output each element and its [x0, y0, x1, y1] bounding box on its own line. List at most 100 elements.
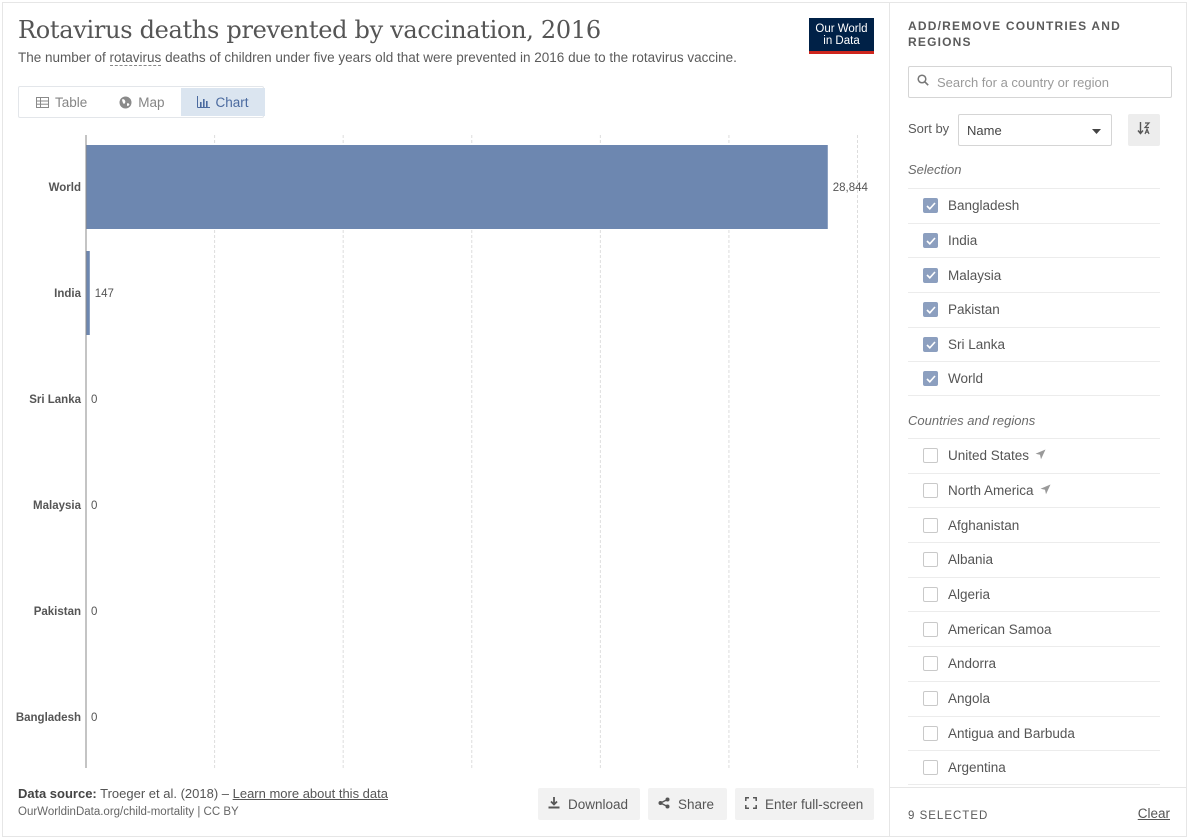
country-item-label: Andorra: [948, 656, 997, 672]
download-label: Download: [568, 796, 629, 812]
country-item[interactable]: Algeria: [908, 576, 1160, 612]
search-icon: [917, 73, 929, 91]
country-item-label: Albania: [948, 552, 994, 568]
rotavirus-definition-link[interactable]: rotavirus: [109, 50, 162, 66]
data-source-text: Troeger et al. (2018) –: [96, 786, 233, 801]
owid-logo[interactable]: Our World in Data: [809, 18, 874, 54]
checkbox[interactable]: [923, 483, 938, 499]
checkbox[interactable]: [923, 552, 938, 568]
country-item[interactable]: Albania: [908, 542, 1160, 577]
sort-select-value: Name: [967, 122, 1002, 138]
tab-table[interactable]: Table: [20, 88, 103, 116]
selection-item-label: Malaysia: [948, 267, 1002, 283]
checked-checkbox[interactable]: [923, 302, 938, 318]
sort-order-icon: [1137, 121, 1151, 140]
sidebar-footer: 9 SELECTED Clear: [890, 787, 1187, 837]
selection-item[interactable]: India: [908, 222, 1160, 258]
checkbox[interactable]: [923, 691, 938, 707]
country-item[interactable]: Afghanistan: [908, 507, 1160, 542]
selection-item-label: Bangladesh: [948, 198, 1020, 214]
selected-count: 9 SELECTED: [908, 810, 989, 822]
country-item[interactable]: United States: [908, 438, 1160, 473]
category-label: Malaysia: [33, 500, 82, 512]
check-icon: [925, 375, 936, 383]
download-button[interactable]: Download: [538, 788, 640, 820]
checked-checkbox[interactable]: [923, 267, 938, 283]
logo-line-1: Our World: [815, 23, 868, 35]
category-label: Sri Lanka: [29, 394, 81, 406]
fullscreen-button[interactable]: Enter full-screen: [735, 788, 874, 820]
subtitle-text-start: The number of: [18, 50, 110, 65]
checkbox[interactable]: [923, 517, 938, 533]
country-item-label: United States: [948, 448, 1030, 464]
sort-order-button[interactable]: [1128, 114, 1160, 146]
country-item-label: Algeria: [948, 587, 991, 603]
value-label: 0: [91, 712, 97, 724]
checkbox[interactable]: [923, 621, 938, 637]
value-label: 0: [91, 394, 97, 406]
checkbox[interactable]: [923, 656, 938, 672]
bar[interactable]: [86, 145, 828, 229]
selection-item[interactable]: World: [908, 361, 1160, 397]
chart-grid: [214, 135, 858, 768]
checkbox[interactable]: [923, 760, 938, 776]
selection-item[interactable]: Malaysia: [908, 257, 1160, 292]
tab-table-label: Table: [55, 94, 88, 110]
selection-item[interactable]: Bangladesh: [908, 188, 1160, 223]
learn-more-link[interactable]: Learn more about this data: [232, 786, 388, 801]
checked-checkbox[interactable]: [923, 233, 938, 249]
checkbox[interactable]: [923, 725, 938, 741]
value-label: 147: [95, 288, 114, 300]
country-item-label: Angola: [948, 691, 991, 707]
logo-line-2: in Data: [823, 35, 860, 47]
check-icon: [925, 341, 936, 349]
page-title: Rotavirus deaths prevented by vaccinatio…: [18, 16, 601, 44]
selection-item[interactable]: Sri Lanka: [908, 326, 1160, 362]
fullscreen-label: Enter full-screen: [765, 796, 864, 812]
tab-map[interactable]: Map: [103, 88, 180, 116]
checked-checkbox[interactable]: [923, 198, 938, 214]
checkbox[interactable]: [923, 448, 938, 464]
countries-list: United States North America Afghanistan Alb…: [908, 438, 1160, 787]
selection-list: Bangladesh India Malaysia Pakistan Sri Lanka…: [908, 188, 1160, 397]
country-item[interactable]: North America: [908, 472, 1160, 508]
category-label: India: [54, 288, 81, 300]
category-label: Bangladesh: [16, 712, 81, 724]
share-button[interactable]: Share: [648, 788, 727, 820]
sort-by-label: Sort by: [908, 121, 950, 136]
selection-item[interactable]: Pakistan: [908, 292, 1160, 327]
country-item[interactable]: Argentina: [908, 750, 1160, 785]
value-label: 0: [91, 606, 97, 618]
checked-checkbox[interactable]: [923, 337, 938, 353]
tab-chart[interactable]: Chart: [180, 88, 265, 116]
selection-item-label: India: [948, 233, 978, 249]
country-item[interactable]: Andorra: [908, 646, 1160, 681]
clear-button[interactable]: Clear: [1137, 806, 1170, 821]
table-icon: [36, 96, 49, 108]
search-input[interactable]: [937, 74, 1157, 90]
tab-chart-label: Chart: [215, 94, 249, 110]
selection-section-label: Selection: [908, 162, 962, 177]
entity-selector-sidebar: ADD/REMOVE COUNTRIES AND REGIONS Sort by…: [889, 2, 1187, 837]
country-item[interactable]: Angola: [908, 680, 1160, 716]
expand-icon: [745, 796, 757, 812]
checkbox[interactable]: [923, 587, 938, 603]
category-label: Pakistan: [34, 606, 81, 618]
share-icon: [658, 797, 670, 812]
bar[interactable]: [86, 251, 90, 335]
view-tabs: Table Map Chart: [18, 86, 265, 118]
checked-checkbox[interactable]: [923, 371, 938, 387]
chart-subtitle: The number of rotavirus deaths of childr…: [18, 50, 737, 66]
category-label: World: [49, 182, 81, 194]
sort-select[interactable]: Name: [958, 114, 1112, 146]
sidebar-title: ADD/REMOVE COUNTRIES AND REGIONS: [908, 19, 1122, 49]
country-item[interactable]: Antigua and Barbuda: [908, 715, 1160, 751]
chart-icon: [196, 96, 210, 108]
country-item-label: Afghanistan: [948, 517, 1020, 533]
country-item[interactable]: American Samoa: [908, 611, 1160, 646]
data-source-label: Data source:: [18, 786, 97, 801]
check-icon: [925, 202, 936, 210]
value-label: 0: [91, 500, 97, 512]
country-item-label: Argentina: [948, 760, 1006, 776]
country-item-label: North America: [948, 483, 1034, 499]
